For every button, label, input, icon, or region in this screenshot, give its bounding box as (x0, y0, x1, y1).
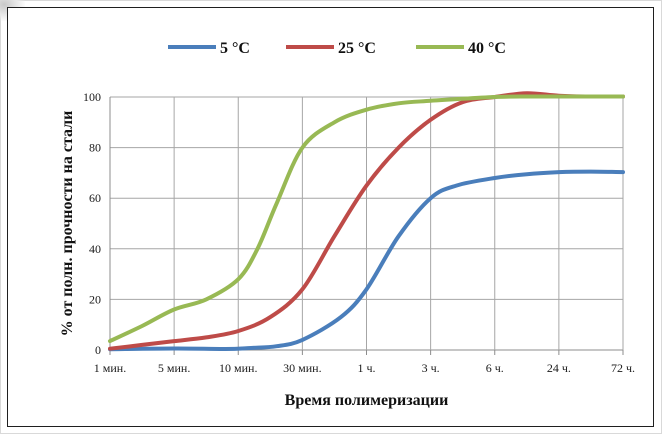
x-tick-label: 10 мин. (219, 361, 257, 375)
series-line-1 (108, 169, 625, 352)
x-tick-label: 5 мин. (158, 361, 190, 375)
chart-area-border (7, 7, 654, 427)
x-tick-label: 30 мин. (283, 361, 321, 375)
x-tick-label: 72 ч. (611, 361, 635, 375)
series-line-3 (108, 94, 625, 344)
legend-label: 5 °C (220, 40, 250, 57)
y-tick-label: 40 (89, 242, 101, 256)
x-tick-label: 1 ч. (357, 361, 375, 375)
y-tick-label: 0 (95, 343, 101, 357)
legend-label: 25 °C (338, 40, 376, 57)
y-tick-label: 100 (83, 90, 101, 104)
x-tick-label: 1 мин. (94, 361, 126, 375)
grid-lines (109, 96, 624, 355)
axis-ticks: 0 20 40 60 80 100 1 мин. 5 мин. 10 мин. 30 мин. 1 … (83, 90, 635, 375)
y-tick-label: 60 (89, 191, 101, 205)
legend-label: 40 °C (468, 40, 506, 57)
x-tick-label: 24 ч. (547, 361, 571, 375)
y-axis-title: % от полн. прочности на стали (59, 111, 76, 337)
series-lines (108, 91, 625, 352)
series-line-2 (108, 91, 625, 351)
x-tick-label: 3 ч. (422, 361, 440, 375)
x-axis-title: Время полимеризации (285, 392, 449, 409)
y-tick-label: 80 (89, 141, 101, 155)
legend: 5 °C 25 °C 40 °C (168, 40, 506, 57)
x-tick-label: 6 ч. (486, 361, 504, 375)
y-tick-label: 20 (89, 292, 101, 306)
